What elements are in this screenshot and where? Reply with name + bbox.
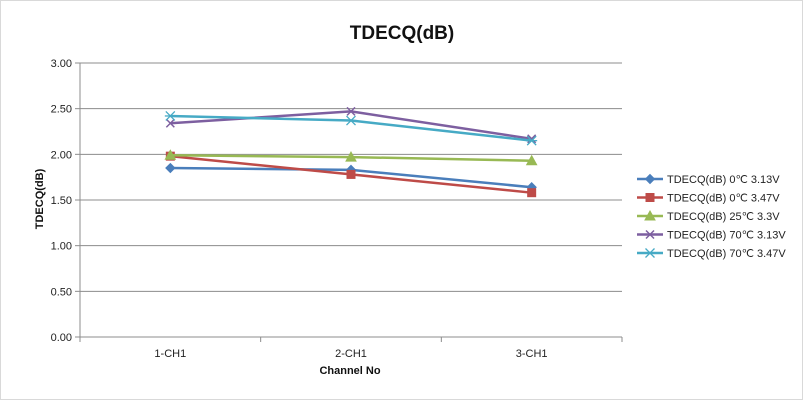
data-point [164,149,177,160]
legend-label: TDECQ(dB) 0℃ 3.47V [667,193,780,205]
marker-stroke [346,106,356,116]
y-axis-title: TDECQ(dB) [34,168,46,229]
legend-swatch-marker [645,229,655,240]
legend-entry: TDECQ(dB) 70℃ 3.47V [637,248,786,260]
y-tick-label: 2.00 [51,149,72,161]
legend-entry: TDECQ(dB) 0℃ 3.47V [637,193,780,205]
marker-stroke [645,229,655,240]
x-tick-label: 2-CH1 [335,348,367,360]
series-4 [165,106,537,144]
data-point [346,106,356,116]
legend-label: TDECQ(dB) 0℃ 3.13V [667,174,780,186]
legend-label: TDECQ(dB) 70℃ 3.47V [667,248,786,260]
marker-stroke [165,118,175,128]
x-tick-label: 3-CH1 [516,348,548,360]
x-axis-title: Channel No [319,365,380,377]
series-1 [165,162,537,193]
legend-entry: TDECQ(dB) 0℃ 3.13V [637,173,780,186]
legend-swatch-marker [644,173,656,185]
y-tick-label: 1.00 [51,241,72,253]
legend-label: TDECQ(dB) 25℃ 3.3V [667,211,780,223]
legend-entry: TDECQ(dB) 25℃ 3.3V [637,209,780,223]
data-point [165,118,175,128]
series-5 [164,111,538,146]
series-3 [164,149,538,166]
y-tick-label: 0.50 [51,286,72,298]
axes: 0.00 0.50 1.00 1.50 2.00 2.50 3.00 1-CH1 2-CH1 3-… [51,58,623,360]
data-point [164,111,176,121]
legend-entry: TDECQ(dB) 70℃ 3.13V [637,230,786,242]
series-layer [164,106,538,198]
data-point [345,151,357,162]
data-point [345,115,357,126]
y-tick-label: 2.50 [51,104,72,116]
y-tick-label: 3.00 [51,58,72,70]
chart-title: TDECQ(dB) [350,23,454,44]
data-point [527,188,537,198]
x-tick-label: 1-CH1 [154,348,186,360]
y-tick-label: 0.00 [51,332,72,344]
legend-label: TDECQ(dB) 70℃ 3.13V [667,230,786,242]
legend-swatch-marker [644,248,656,258]
y-tick-label: 1.50 [51,195,72,207]
legend-swatch-marker [645,193,655,202]
data-point [526,135,538,146]
data-point [346,169,356,179]
legend-swatch-marker [644,209,656,221]
data-point [525,154,538,166]
data-point [165,162,176,174]
legend: TDECQ(dB) 0℃ 3.13V TDECQ(dB) 0℃ 3.47V TDEC… [637,173,786,260]
